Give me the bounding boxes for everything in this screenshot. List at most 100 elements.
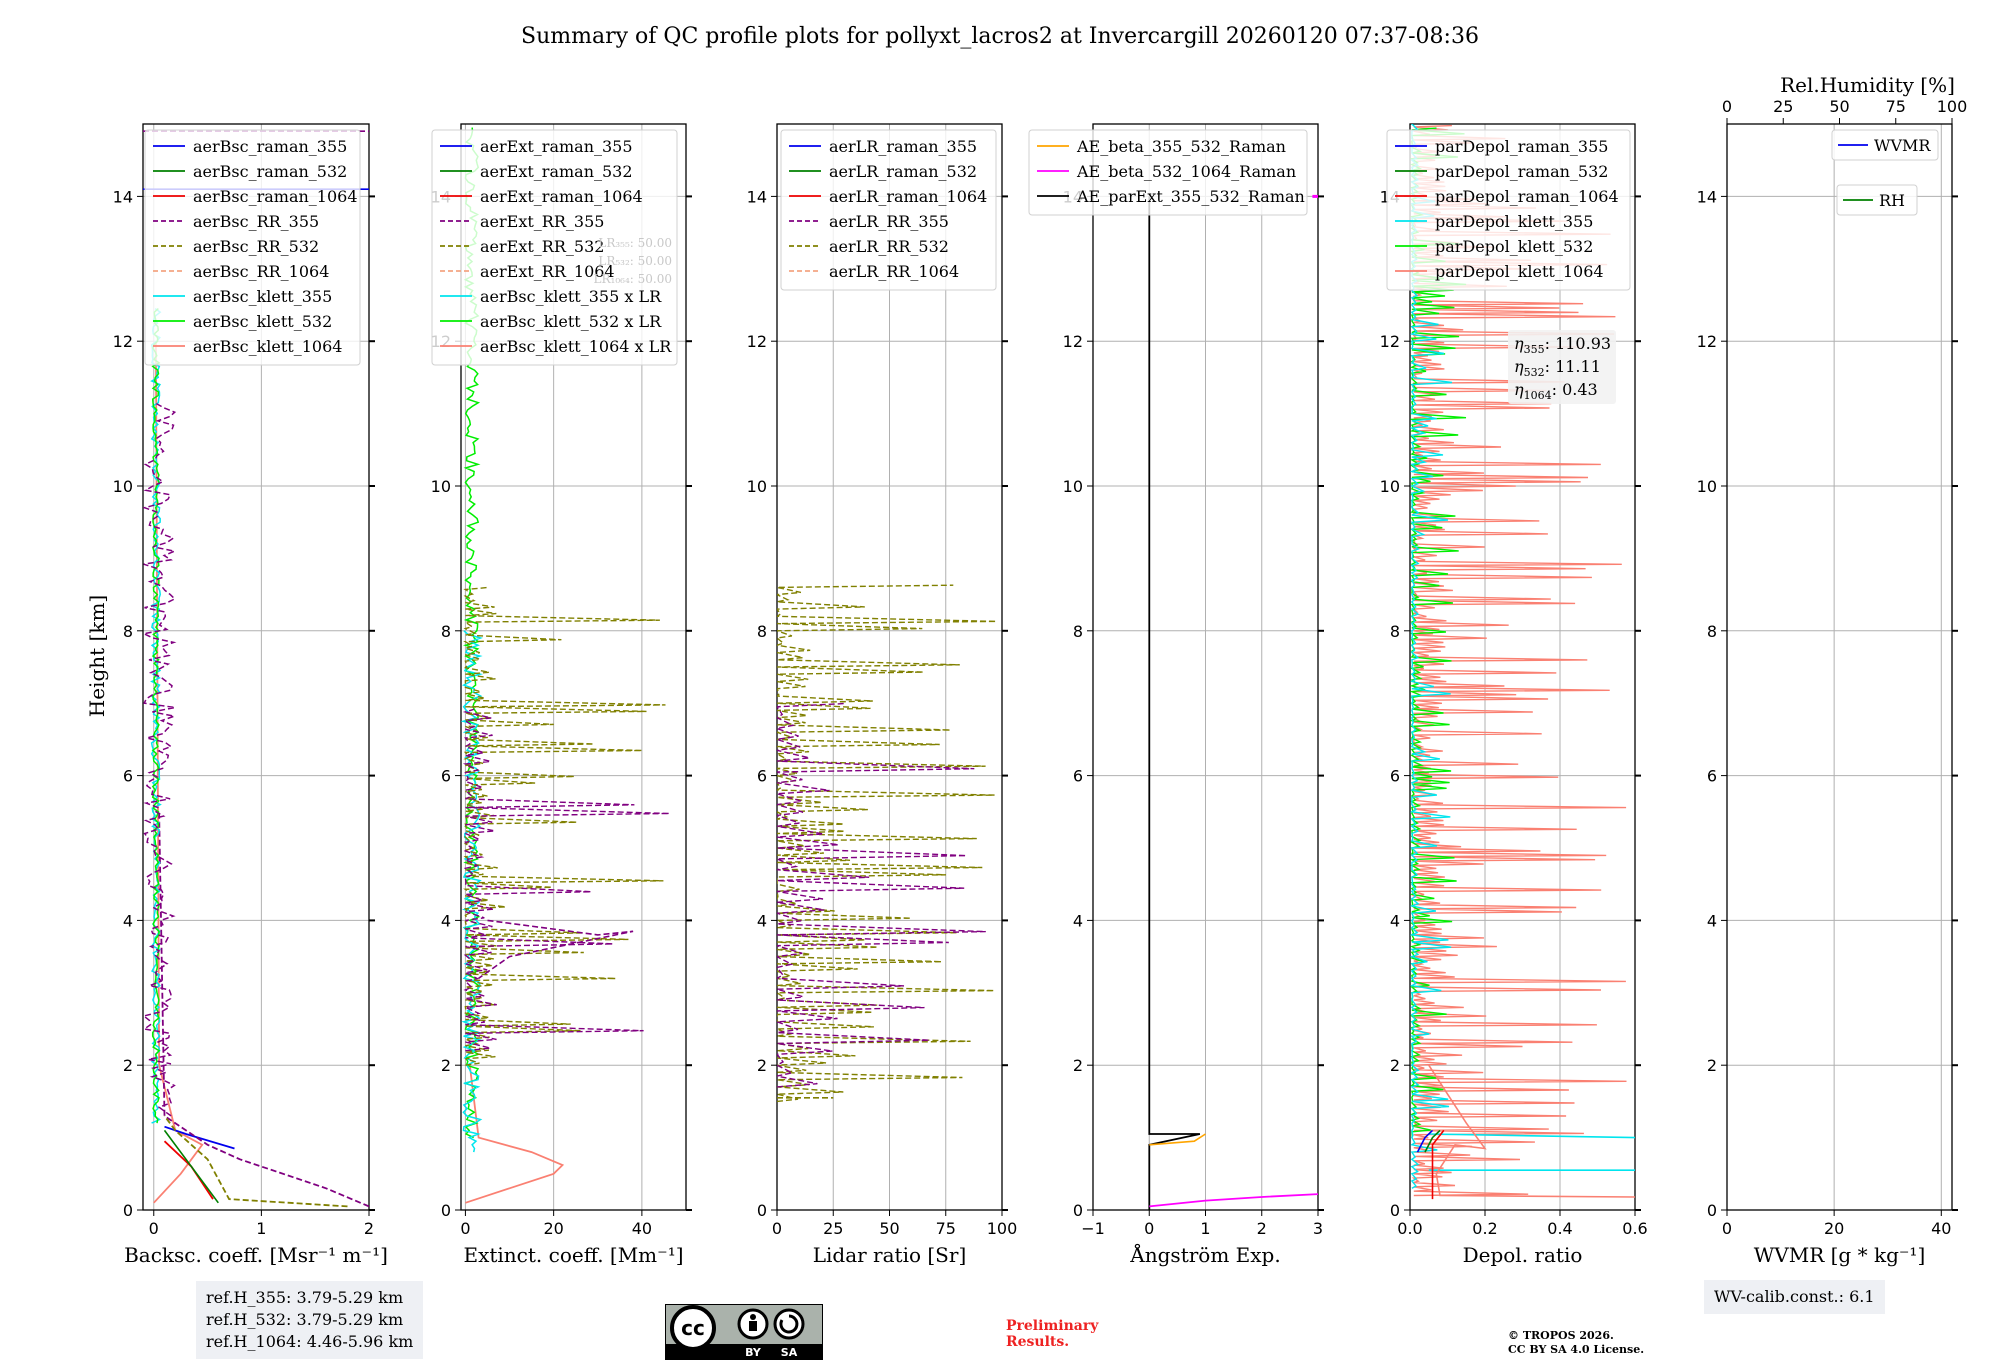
series-parDepol_klett_1064 xyxy=(1411,124,1627,1197)
y-tick-label: 0 xyxy=(1707,1201,1717,1220)
lr-note: LR₁₀₆₄: 50.00 xyxy=(594,272,672,286)
y-tick-label: 4 xyxy=(1390,911,1400,930)
lr-note: LR₅₃₂: 50.00 xyxy=(598,254,672,268)
series-parDepol_klett_532 xyxy=(1410,127,1467,1138)
panel-depol: 0.00.20.40.602468101214Depol. ratioparDe… xyxy=(1380,123,1648,1267)
legend-label: parDepol_klett_532 xyxy=(1435,237,1593,256)
y-tick-label: 12 xyxy=(1697,332,1717,351)
legend-label: aerBsc_klett_532 x LR xyxy=(480,312,662,331)
figure-title: Summary of QC profile plots for pollyxt_… xyxy=(521,24,1479,49)
y-tick-label: 6 xyxy=(1073,767,1083,786)
series-aerBsc_RR_355-noise xyxy=(143,402,178,1117)
series-parDepol_klett_1064-low xyxy=(1428,1064,1635,1198)
legend-label: aerBsc_klett_355 x LR xyxy=(480,287,662,306)
legend-label: AE_beta_532_1064_Raman xyxy=(1076,162,1296,181)
legend-box xyxy=(1386,129,1631,291)
top-tick-label: 50 xyxy=(1829,97,1849,116)
y-tick-label: 8 xyxy=(123,622,133,641)
legend-label: aerBsc_raman_1064 xyxy=(193,187,358,206)
x-tick-label: 75 xyxy=(936,1219,956,1238)
x-tick-label: 1 xyxy=(256,1219,266,1238)
y-tick-label: 14 xyxy=(1697,187,1717,206)
legend-label: aerBsc_RR_532 xyxy=(193,237,319,256)
legend-ext: aerExt_raman_355 aerExt_raman_532 aerExt_r… xyxy=(431,129,678,366)
x-tick-label: 3 xyxy=(1313,1219,1323,1238)
series-aerExt_RR_355 xyxy=(462,708,670,1052)
x-axis-label: Extinct. coeff. [Mm⁻¹] xyxy=(463,1243,683,1267)
lr-note: LR₃₅₅: 50.00 xyxy=(598,236,672,250)
y-tick-label: 10 xyxy=(431,477,451,496)
legend-box xyxy=(431,129,678,366)
legend-label: aerBsc_RR_355 xyxy=(193,212,319,231)
x-tick-label: 0 xyxy=(772,1219,782,1238)
legend-label: aerLR_raman_532 xyxy=(829,162,977,181)
y-tick-label: 2 xyxy=(757,1056,767,1075)
copyright-line-1: © TROPOS 2026. xyxy=(1508,1329,1614,1342)
legend-label: aerExt_raman_1064 xyxy=(480,187,643,206)
sa-icon xyxy=(773,1308,805,1340)
x-tick-label: 40 xyxy=(1931,1219,1951,1238)
legend-label: WVMR xyxy=(1874,136,1931,155)
y-tick-label: 0 xyxy=(757,1201,767,1220)
y-tick-label: 8 xyxy=(1707,622,1717,641)
axes-frame xyxy=(1409,123,1636,1211)
legend-label: parDepol_raman_532 xyxy=(1435,162,1608,181)
y-tick-label: 4 xyxy=(1073,911,1083,930)
eta-box xyxy=(1508,330,1616,404)
axes-frame xyxy=(460,123,687,1211)
series-aerExt_RR_355-peak xyxy=(478,919,634,979)
axes-frame xyxy=(142,123,370,1211)
legend-label: aerBsc_RR_1064 xyxy=(193,262,329,281)
axes-frame xyxy=(1726,123,1953,1211)
y-tick-label: 4 xyxy=(757,911,767,930)
y-tick-label: 10 xyxy=(1380,477,1400,496)
x-tick-label: 0.4 xyxy=(1547,1219,1572,1238)
series-aerBsc_RR_355 xyxy=(158,811,369,1208)
series-parDepol_klett_355 xyxy=(1410,124,1453,1189)
y-tick-label: 6 xyxy=(123,767,133,786)
legend-label: aerBsc_klett_532 xyxy=(193,312,332,331)
y-tick-label: 10 xyxy=(747,477,767,496)
y-tick-label: 0 xyxy=(441,1201,451,1220)
legend-box xyxy=(1836,184,1918,216)
x-axis-label: Lidar ratio [Sr] xyxy=(813,1243,967,1267)
series-parDepol_raman_355 xyxy=(1416,1129,1434,1153)
legend-wv: WVMR RH xyxy=(1831,129,1939,216)
series-aerExt_RR_532 xyxy=(462,586,666,1066)
y-tick-label: 2 xyxy=(441,1056,451,1075)
series-parDepol_klett_355-low2 xyxy=(1428,1133,1635,1139)
eta-note: η1064: 0.43 xyxy=(1514,380,1598,402)
panel-ext: 0204002468101214Extinct. coeff. [Mm⁻¹]ae… xyxy=(431,123,692,1267)
legend-depol: parDepol_raman_355 parDepol_raman_532 parD… xyxy=(1386,129,1631,404)
y-tick-label: 10 xyxy=(1063,477,1083,496)
series-aerLR_RR_355 xyxy=(777,702,986,1088)
x-tick-label: −1 xyxy=(1081,1219,1105,1238)
legend-label: AE_parExt_355_532_Raman xyxy=(1076,187,1305,206)
legend-lr: aerLR_raman_355 aerLR_raman_532 aerLR_rama… xyxy=(780,129,997,291)
y-tick-label: 10 xyxy=(1697,477,1717,496)
x-tick-label: 20 xyxy=(543,1219,563,1238)
x-tick-label: 40 xyxy=(632,1219,652,1238)
svg-text:SA: SA xyxy=(781,1346,798,1359)
x-tick-label: 1 xyxy=(1200,1219,1210,1238)
y-tick-label: 2 xyxy=(1073,1056,1083,1075)
x-tick-label: 25 xyxy=(823,1219,843,1238)
y-tick-label: 6 xyxy=(441,767,451,786)
legend-label: aerExt_RR_532 xyxy=(480,237,604,256)
legend-label: aerExt_RR_1064 xyxy=(480,262,615,281)
series-aerBsc_raman_355 xyxy=(164,1125,235,1150)
y-tick-label: 6 xyxy=(1390,767,1400,786)
top-axis-label: Rel.Humidity [%] xyxy=(1780,73,1955,97)
legend-label: aerBsc_klett_355 xyxy=(193,287,332,306)
y-tick-label: 8 xyxy=(441,622,451,641)
legend-label: aerExt_raman_355 xyxy=(480,137,633,156)
x-tick-label: 0 xyxy=(460,1219,470,1238)
top-tick-label: 75 xyxy=(1886,97,1906,116)
legend-label: parDepol_raman_355 xyxy=(1435,137,1608,156)
y-tick-label: 0 xyxy=(123,1201,133,1220)
x-tick-label: 2 xyxy=(1257,1219,1267,1238)
legend-box xyxy=(1028,129,1308,216)
